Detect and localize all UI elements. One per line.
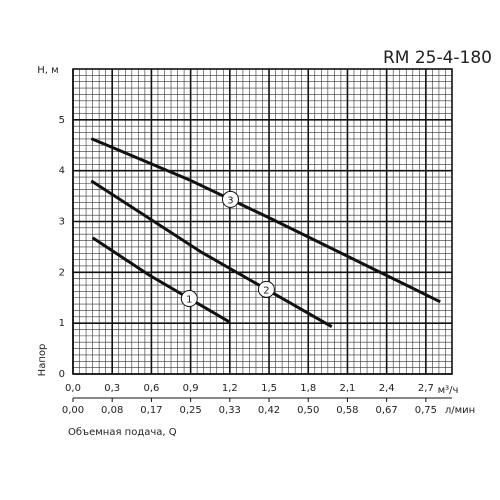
y-tick-label: 2 xyxy=(59,267,65,278)
x2-unit: л/мин xyxy=(445,405,475,416)
x2-tick-label: 0,75 xyxy=(415,405,437,416)
x2-tick-label: 0,33 xyxy=(219,405,241,416)
x2-tick-label: 0,42 xyxy=(258,405,280,416)
x-tick-label: 1,2 xyxy=(222,383,238,394)
curve-marker xyxy=(180,290,198,308)
curve-label: 2 xyxy=(263,285,269,296)
y-label: Н, м xyxy=(37,65,58,76)
x-tick-label: 2,4 xyxy=(379,383,395,394)
y-tick-label: 0 xyxy=(59,369,65,380)
x-tick-label: 0,6 xyxy=(143,383,159,394)
curve-marker xyxy=(257,280,275,298)
x2-tick-label: 0,17 xyxy=(140,405,162,416)
x2-tick-label: 0,67 xyxy=(376,405,398,416)
y-axis-title: Напор xyxy=(37,344,48,377)
y-tick-label: 5 xyxy=(59,115,65,126)
curve-label: 3 xyxy=(227,195,233,206)
x2-tick-label: 0,50 xyxy=(297,405,319,416)
curve xyxy=(90,179,333,329)
x-tick-label: 0,0 xyxy=(65,383,81,394)
chart-title: RM 25-4-180 xyxy=(383,48,492,68)
x-tick-label: 0,9 xyxy=(183,383,199,394)
curve xyxy=(91,236,231,324)
y-tick-label: 4 xyxy=(59,166,65,177)
x2-tick-label: 0,25 xyxy=(179,405,201,416)
x2-tick-label: 0,00 xyxy=(62,405,84,416)
y-tick-label: 1 xyxy=(59,318,65,329)
curve xyxy=(90,137,441,304)
x-tick-label: 0,3 xyxy=(104,383,120,394)
curve-label: 1 xyxy=(186,295,192,306)
x2-tick-label: 0,58 xyxy=(336,405,358,416)
x-tick-label: 1,8 xyxy=(300,383,316,394)
x-unit: м³/ч xyxy=(438,385,459,396)
curve-marker xyxy=(221,190,239,208)
x2-tick-label: 0,08 xyxy=(101,405,123,416)
plot-frame xyxy=(72,68,453,375)
y-tick-label: 3 xyxy=(59,217,65,228)
x-tick-label: 2,1 xyxy=(339,383,355,394)
x-axis-title: Объемная подача, Q xyxy=(68,427,177,438)
x-tick-label: 2,7 xyxy=(418,383,434,394)
x-tick-label: 1,5 xyxy=(261,383,277,394)
